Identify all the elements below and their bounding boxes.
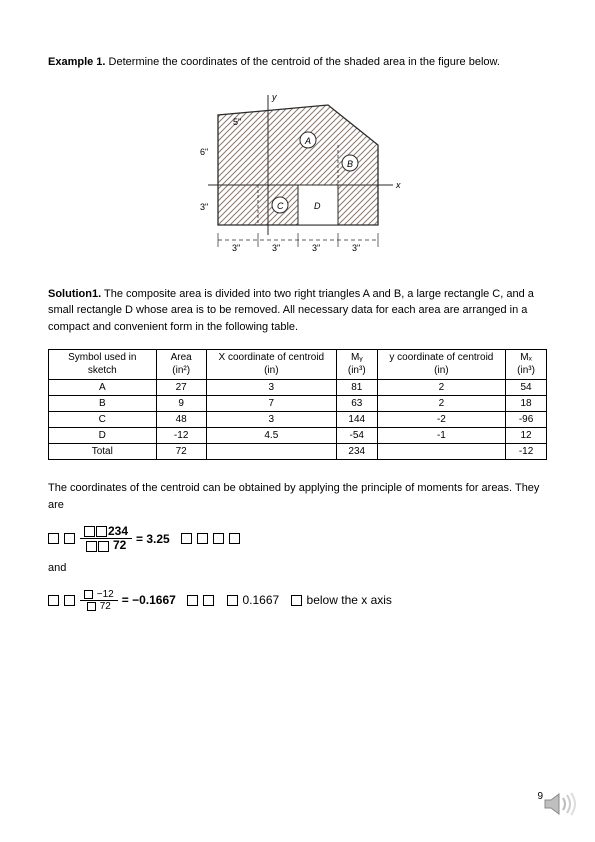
table-cell: 18 xyxy=(506,396,547,412)
figure-container: y x A B C D 6" 3" 5" 3" 3" 3" xyxy=(48,85,547,268)
conclusion-text: The coordinates of the centroid can be o… xyxy=(48,480,547,513)
table-row: C483144-2-96 xyxy=(49,412,547,428)
region-label-b: B xyxy=(347,159,353,169)
region-label-d: D xyxy=(314,201,321,211)
table-cell: 48 xyxy=(156,412,206,428)
example-heading: Example 1. Determine the coordinates of … xyxy=(48,54,547,71)
equation-x: 234 72 = 3.25 xyxy=(48,525,547,552)
table-row: D-124.5-54-112 xyxy=(49,428,547,444)
table-cell: -1 xyxy=(377,428,505,444)
and-text: and xyxy=(48,560,547,577)
table-row: B9763218 xyxy=(49,396,547,412)
solution-heading: Solution1. The composite area is divided… xyxy=(48,286,547,336)
region-label-a: A xyxy=(304,136,311,146)
table-cell xyxy=(377,444,505,460)
table-row: Total72 234 -12 xyxy=(49,444,547,460)
centroid-figure: y x A B C D 6" 3" 5" 3" 3" 3" xyxy=(178,85,418,265)
table-cell: 12 xyxy=(506,428,547,444)
table-header: Symbol used in sketch xyxy=(49,350,157,380)
table-cell: 3 xyxy=(206,380,336,396)
region-label-c: C xyxy=(277,201,284,211)
example-text: Determine the coordinates of the centroi… xyxy=(105,56,499,68)
table-cell: 63 xyxy=(336,396,377,412)
axis-text: below the x axis xyxy=(307,593,392,607)
dim-x-1: 3" xyxy=(272,243,280,253)
table-cell: 27 xyxy=(156,380,206,396)
dim-top: 5" xyxy=(233,117,241,127)
example-label: Example 1. xyxy=(48,56,105,68)
table-cell: 2 xyxy=(377,396,505,412)
table-cell: -12 xyxy=(156,428,206,444)
table-header: Mᵧ (in³) xyxy=(336,350,377,380)
speaker-icon xyxy=(543,790,579,818)
table-cell: -96 xyxy=(506,412,547,428)
table-cell: D xyxy=(49,428,157,444)
table-header: Area (in²) xyxy=(156,350,206,380)
table-cell: 2 xyxy=(377,380,505,396)
table-cell: -12 xyxy=(506,444,547,460)
table-cell: 81 xyxy=(336,380,377,396)
table-cell: 9 xyxy=(156,396,206,412)
table-cell: -2 xyxy=(377,412,505,428)
centroid-table: Symbol used in sketchArea (in²)X coordin… xyxy=(48,349,547,460)
table-cell xyxy=(206,444,336,460)
solution-label: Solution1. xyxy=(48,288,101,300)
table-cell: 7 xyxy=(206,396,336,412)
table-cell: 54 xyxy=(506,380,547,396)
svg-text:x: x xyxy=(395,180,401,190)
table-header: Mₓ (in³) xyxy=(506,350,547,380)
table-cell: Total xyxy=(49,444,157,460)
dim-y-top: 6" xyxy=(200,147,208,157)
table-cell: -54 xyxy=(336,428,377,444)
table-cell: 3 xyxy=(206,412,336,428)
table-cell: 144 xyxy=(336,412,377,428)
dim-x-2: 3" xyxy=(312,243,320,253)
table-header: y coordinate of centroid (in) xyxy=(377,350,505,380)
table-cell: A xyxy=(49,380,157,396)
svg-text:y: y xyxy=(271,92,277,102)
table-row: A27381254 xyxy=(49,380,547,396)
dim-x-3: 3" xyxy=(352,243,360,253)
table-header: X coordinate of centroid (in) xyxy=(206,350,336,380)
dim-x-0: 3" xyxy=(232,243,240,253)
table-cell: C xyxy=(49,412,157,428)
equation-y: −12 72 = −0.1667 0.1667 below the x axis xyxy=(48,589,547,612)
table-cell: 72 xyxy=(156,444,206,460)
table-cell: 234 xyxy=(336,444,377,460)
solution-body: The composite area is divided into two r… xyxy=(48,288,534,333)
dim-y-bot: 3" xyxy=(200,202,208,212)
table-cell: B xyxy=(49,396,157,412)
table-cell: 4.5 xyxy=(206,428,336,444)
